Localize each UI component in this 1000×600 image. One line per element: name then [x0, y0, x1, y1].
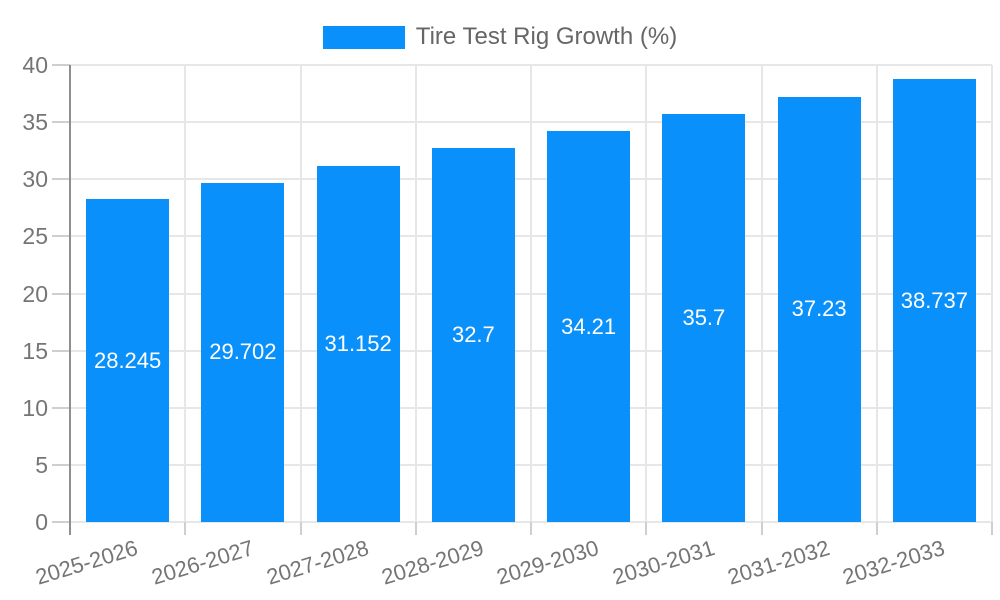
x-axis-category-label: 2026-2027 [148, 535, 257, 590]
bar-value-label: 31.152 [324, 331, 392, 357]
bar[interactable]: 37.23 [777, 96, 861, 522]
y-axis-tick-label: 15 [22, 337, 48, 364]
gridline-vertical [875, 65, 878, 522]
y-axis-tick-label: 20 [22, 280, 48, 307]
y-axis-tick-label: 10 [22, 394, 48, 421]
x-axis-tick-mark [299, 522, 302, 535]
bar[interactable]: 34.21 [547, 131, 631, 522]
x-axis-category-label: 2032-2033 [839, 535, 948, 590]
gridline-vertical [299, 65, 302, 522]
x-axis-category-label: 2027-2028 [263, 535, 372, 590]
x-axis-tick-mark [414, 522, 417, 535]
gridline-vertical [414, 65, 417, 522]
x-axis-tick-mark [645, 522, 648, 535]
x-axis-tick-mark [875, 522, 878, 535]
legend[interactable]: Tire Test Rig Growth (%) [0, 23, 1000, 51]
y-axis-tick-label: 35 [22, 109, 48, 136]
bar-value-label: 34.21 [561, 313, 617, 339]
y-axis-tick-mark [52, 121, 70, 124]
x-axis-tick-mark [530, 522, 532, 535]
bar[interactable]: 32.7 [431, 148, 515, 522]
y-axis-line [69, 65, 71, 535]
y-axis-tick-mark [52, 178, 70, 181]
legend-label: Tire Test Rig Growth (%) [415, 23, 678, 50]
x-axis-category-label: 2030-2031 [609, 535, 718, 590]
x-axis-category-label: 2028-2029 [378, 535, 487, 590]
bar-value-label: 32.7 [451, 322, 495, 348]
gridline-vertical [760, 65, 763, 522]
y-axis-tick-label: 30 [22, 166, 48, 193]
y-axis-tick-mark [52, 521, 70, 523]
x-axis-category-label: 2029-2030 [494, 535, 602, 590]
bar-value-label: 37.23 [791, 296, 847, 322]
bar[interactable]: 29.702 [201, 182, 285, 522]
x-axis-tick-mark [184, 522, 187, 535]
y-axis-tick-label: 25 [22, 223, 48, 250]
gridline-vertical [184, 65, 187, 522]
x-axis-tick-mark [991, 522, 993, 535]
legend-swatch [322, 25, 405, 49]
x-axis-tick-mark [760, 522, 763, 535]
bar-value-label: 38.737 [900, 287, 969, 313]
y-axis-tick-mark [52, 64, 70, 66]
gridline-vertical [991, 65, 993, 522]
y-axis-tick-mark [52, 406, 70, 409]
bar-value-label: 29.702 [209, 339, 277, 365]
bar[interactable]: 38.737 [892, 79, 976, 522]
y-axis-tick-mark [52, 349, 70, 352]
bar[interactable]: 35.7 [662, 114, 746, 522]
x-axis-category-label: 2025-2026 [33, 535, 141, 590]
y-axis-tick-mark [52, 292, 70, 295]
bar[interactable]: 28.245 [86, 199, 170, 522]
x-axis-category-label: 2031-2032 [724, 535, 833, 590]
y-axis-tick-label: 0 [35, 509, 48, 535]
bar-value-label: 35.7 [682, 305, 726, 331]
y-axis-tick-label: 40 [22, 52, 48, 78]
bar[interactable]: 31.152 [316, 166, 400, 522]
y-axis-tick-label: 5 [35, 451, 48, 478]
bar-value-label: 28.245 [93, 347, 162, 373]
gridline-vertical [530, 65, 532, 522]
y-axis-tick-mark [52, 235, 70, 238]
gridline-vertical [645, 65, 648, 522]
y-axis-tick-mark [52, 463, 70, 466]
